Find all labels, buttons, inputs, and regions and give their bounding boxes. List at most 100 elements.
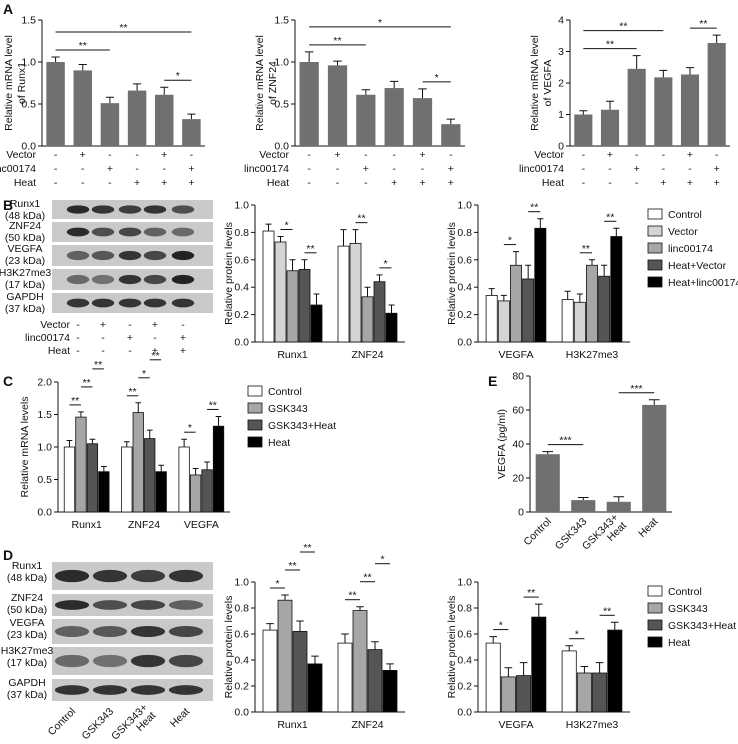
error-bar — [601, 264, 608, 277]
condition-sign: - — [76, 332, 80, 344]
bar — [298, 268, 311, 343]
legend-swatch — [647, 585, 663, 597]
condition-sign: - — [307, 177, 311, 189]
blot-band — [130, 654, 166, 668]
y-tick-label: 0.6 — [457, 629, 472, 641]
x-tick-label: VEGFA — [498, 719, 533, 731]
bar — [522, 278, 535, 343]
significance-label: ** — [94, 359, 102, 371]
error-bar — [648, 399, 660, 405]
condition-sign: + — [180, 332, 186, 344]
error-bar — [611, 621, 619, 631]
error-bar — [313, 293, 320, 306]
bar — [98, 471, 110, 513]
error-bar — [686, 67, 694, 75]
condition-sign: - — [128, 345, 132, 357]
error-bar — [504, 667, 513, 677]
condition-sign: - — [421, 163, 425, 175]
error-bar — [89, 438, 96, 444]
y-tick-label: 0.8 — [234, 603, 249, 615]
y-tick-label: 0.0 — [21, 141, 36, 153]
blot-band — [91, 250, 115, 261]
y-tick-label: 0.2 — [234, 681, 249, 693]
error-bar — [78, 64, 87, 71]
blot-label: H3K27me3 — [0, 267, 51, 279]
bar — [100, 103, 120, 146]
y-axis-label: Relative protein levels — [446, 222, 458, 325]
y-tick-label: 80 — [512, 371, 524, 383]
y-axis-label: of ZNF24 — [267, 61, 279, 105]
condition-sign: - — [336, 177, 340, 189]
condition-sign: + — [448, 177, 454, 189]
condition-sign: + — [419, 149, 425, 161]
condition-sign: + — [180, 345, 186, 357]
significance-label: * — [435, 72, 439, 84]
error-bar — [341, 633, 349, 644]
blot-label: (50 kDa) — [7, 604, 47, 616]
significance-label: ** — [527, 587, 535, 599]
significance-label: ** — [79, 40, 87, 52]
error-bar — [632, 55, 641, 69]
blot-band — [171, 274, 195, 285]
blot-band — [92, 654, 128, 668]
blot-band — [130, 685, 166, 695]
condition-sign: - — [135, 163, 139, 175]
y-tick-label: 1.0 — [274, 57, 289, 69]
blot-label: Runx1 — [12, 560, 43, 572]
blot-band — [143, 298, 167, 308]
significance-label: ** — [530, 202, 538, 214]
bar — [144, 438, 156, 513]
blot-label: (48 kDa) — [7, 572, 47, 584]
bar — [73, 70, 92, 146]
legend-label: GSK343+Heat — [268, 420, 336, 432]
legend-label: GSK343+Heat — [668, 620, 736, 632]
condition-sign: - — [662, 163, 666, 175]
condition-name: Heat — [267, 177, 289, 189]
error-bar — [588, 259, 596, 266]
significance-label: * — [383, 258, 387, 270]
bar — [412, 98, 433, 146]
condition-sign: + — [127, 332, 133, 344]
significance-label: ** — [363, 572, 371, 584]
blot-band — [92, 685, 128, 695]
bar — [356, 94, 376, 146]
condition-sign: - — [635, 149, 639, 161]
y-tick-label: 3 — [558, 46, 564, 58]
significance-label: ** — [357, 213, 365, 225]
blot-band — [66, 205, 90, 214]
bar — [327, 65, 348, 146]
blot-band — [66, 250, 90, 261]
y-tick-label: 1.0 — [457, 577, 472, 589]
bar — [310, 304, 323, 343]
error-bar — [659, 69, 668, 78]
condition-name: linc00174 — [519, 163, 564, 175]
legend-swatch — [247, 436, 263, 448]
condition-sign: - — [135, 149, 139, 161]
significance-label: ** — [71, 395, 79, 407]
legend-swatch — [647, 259, 663, 271]
y-tick-label: 0.6 — [457, 254, 472, 266]
condition-sign: + — [607, 149, 613, 161]
error-bar — [512, 251, 520, 266]
x-tick-label: VEGFA — [184, 519, 219, 531]
legend-swatch — [647, 242, 663, 254]
condition-sign: - — [662, 149, 666, 161]
y-axis-label: Relative protein levels — [446, 596, 458, 699]
condition-sign: + — [100, 319, 106, 331]
error-bar — [576, 293, 583, 303]
x-tick-label: Runx1 — [277, 719, 308, 731]
y-tick-label: 40 — [512, 439, 524, 451]
error-bar — [51, 56, 60, 62]
condition-sign: - — [190, 149, 194, 161]
error-bar — [613, 227, 620, 237]
condition-sign: + — [334, 149, 340, 161]
blot-band — [54, 654, 90, 668]
y-tick-label: 1.0 — [234, 200, 249, 212]
bar — [516, 675, 532, 713]
bar — [361, 296, 374, 343]
error-bar — [352, 229, 359, 244]
x-tick-label: ZNF24 — [351, 349, 383, 361]
error-bar — [281, 594, 289, 601]
bar — [274, 241, 287, 343]
y-axis-label: Relative mRNA level — [529, 35, 541, 131]
